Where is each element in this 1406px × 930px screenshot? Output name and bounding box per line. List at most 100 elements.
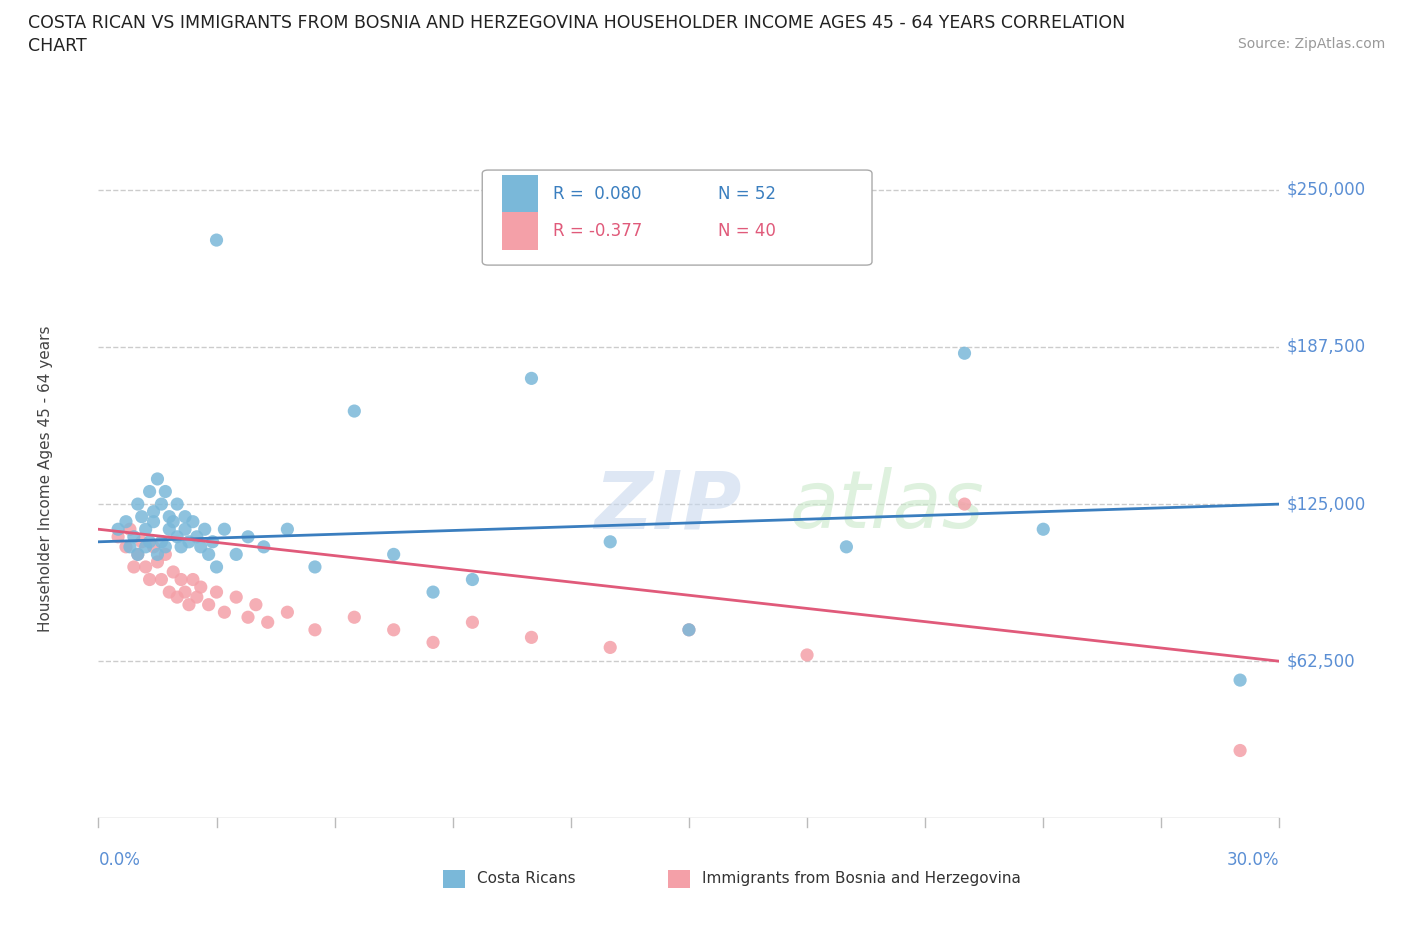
Point [1229, 672, 1251, 687]
Point [382, 547, 405, 562]
Point [174, 510, 197, 525]
Point [135, 539, 157, 554]
Point [118, 522, 141, 537]
Text: 30.0%: 30.0% [1227, 851, 1279, 870]
Point [155, 539, 177, 554]
Point [157, 585, 180, 600]
Point [162, 565, 184, 579]
Point [225, 590, 247, 604]
FancyBboxPatch shape [502, 212, 537, 250]
Text: N = 40: N = 40 [718, 222, 776, 240]
Point [343, 404, 366, 418]
Point [245, 597, 267, 612]
Text: $62,500: $62,500 [1286, 652, 1355, 671]
Point [181, 572, 204, 587]
Point [304, 560, 326, 575]
Text: ZIP: ZIP [595, 467, 742, 545]
Point [138, 485, 160, 499]
Point [835, 539, 858, 554]
Point [135, 560, 157, 575]
Text: Householder Income Ages 45 - 64 years: Householder Income Ages 45 - 64 years [38, 326, 53, 632]
Point [1229, 743, 1251, 758]
Point [122, 529, 145, 544]
Point [382, 622, 405, 637]
Point [1032, 522, 1054, 537]
Point [135, 522, 157, 537]
Point [170, 539, 193, 554]
Point [107, 529, 129, 544]
Point [214, 604, 236, 619]
Point [115, 514, 138, 529]
Point [678, 622, 700, 637]
Point [138, 572, 160, 587]
Point [422, 635, 444, 650]
Point [236, 610, 259, 625]
Text: $250,000: $250,000 [1286, 180, 1365, 199]
Point [127, 547, 149, 562]
Point [190, 579, 212, 594]
Point [150, 572, 173, 587]
FancyBboxPatch shape [482, 170, 872, 265]
Point [155, 547, 177, 562]
Point [127, 497, 149, 512]
Point [214, 522, 236, 537]
Text: CHART: CHART [28, 37, 87, 55]
Point [197, 597, 219, 612]
Point [343, 610, 366, 625]
Point [304, 622, 326, 637]
Point [599, 535, 621, 550]
Point [205, 232, 228, 247]
Text: R =  0.080: R = 0.080 [553, 185, 641, 203]
Point [127, 547, 149, 562]
Text: N = 52: N = 52 [718, 185, 776, 203]
Point [201, 535, 224, 550]
Point [236, 529, 259, 544]
Point [142, 504, 165, 519]
Point [142, 514, 165, 529]
Point [150, 535, 173, 550]
Point [599, 640, 621, 655]
Point [162, 514, 184, 529]
Point [205, 560, 228, 575]
Text: $125,000: $125,000 [1286, 495, 1365, 513]
Point [461, 615, 484, 630]
Text: COSTA RICAN VS IMMIGRANTS FROM BOSNIA AND HERZEGOVINA HOUSEHOLDER INCOME AGES 45: COSTA RICAN VS IMMIGRANTS FROM BOSNIA AN… [28, 14, 1125, 32]
Point [174, 522, 197, 537]
Text: Costa Ricans: Costa Ricans [477, 871, 575, 886]
Point [170, 572, 193, 587]
Point [166, 590, 188, 604]
Point [166, 497, 188, 512]
Point [190, 539, 212, 554]
Point [177, 597, 200, 612]
Text: Source: ZipAtlas.com: Source: ZipAtlas.com [1237, 37, 1385, 51]
Point [146, 472, 169, 486]
Point [225, 547, 247, 562]
Point [205, 585, 228, 600]
Point [131, 535, 153, 550]
Text: $187,500: $187,500 [1286, 338, 1365, 356]
Point [276, 604, 298, 619]
Point [197, 547, 219, 562]
Point [146, 554, 169, 569]
Point [122, 560, 145, 575]
Point [953, 346, 976, 361]
Text: 0.0%: 0.0% [98, 851, 141, 870]
Text: Immigrants from Bosnia and Herzegovina: Immigrants from Bosnia and Herzegovina [702, 871, 1021, 886]
Point [276, 522, 298, 537]
Point [177, 535, 200, 550]
Text: R = -0.377: R = -0.377 [553, 222, 643, 240]
Point [678, 622, 700, 637]
Point [422, 585, 444, 600]
Point [157, 510, 180, 525]
Point [131, 510, 153, 525]
Point [520, 371, 543, 386]
Point [186, 590, 208, 604]
Point [520, 630, 543, 644]
Point [138, 535, 160, 550]
Point [461, 572, 484, 587]
Point [953, 497, 976, 512]
Point [174, 585, 197, 600]
Point [256, 615, 278, 630]
Point [181, 514, 204, 529]
Point [157, 522, 180, 537]
